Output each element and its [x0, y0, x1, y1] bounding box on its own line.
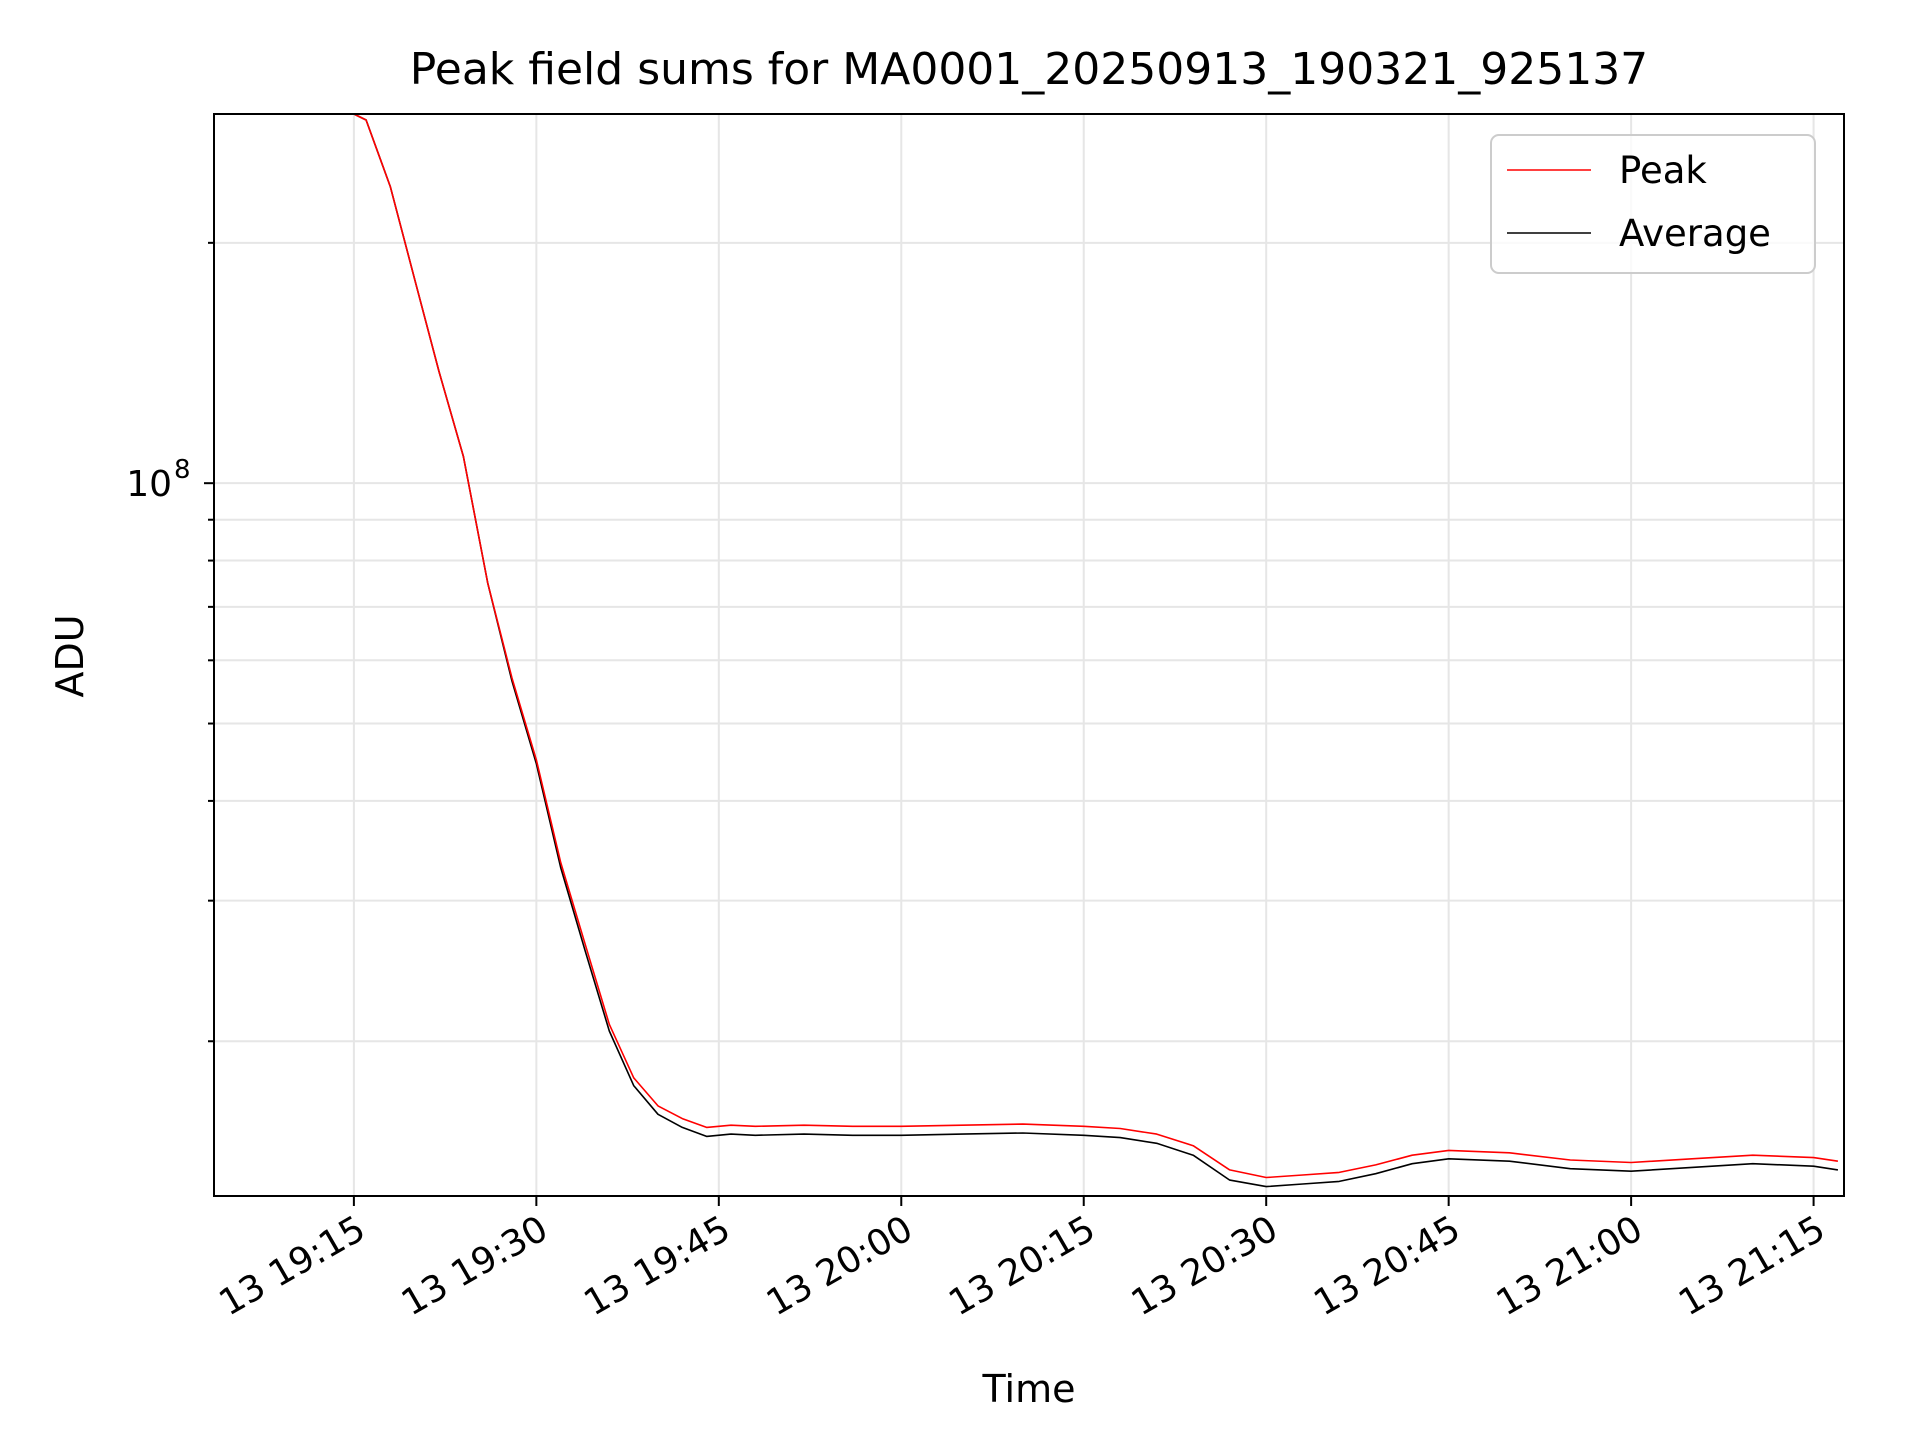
legend-item: Peak	[1507, 149, 1707, 192]
grid-layer	[214, 114, 1844, 1196]
legend-label: Peak	[1619, 149, 1707, 192]
series-line-peak	[353, 113, 1839, 1179]
plot-frame	[213, 113, 1845, 1197]
legend: Peak Average	[1490, 134, 1816, 274]
chart-title: Peak field sums for MA0001_20250913_1903…	[410, 44, 1648, 95]
series-layer	[353, 113, 1839, 1188]
legend-label: Average	[1619, 212, 1771, 255]
x-axis-label: Time	[982, 1367, 1076, 1411]
y-tick-label-exponent: 8	[174, 455, 191, 485]
legend-item: Average	[1507, 212, 1771, 255]
y-tick-label-base: 10	[126, 464, 172, 505]
y-tick-label: 10 8	[126, 455, 190, 505]
series-peak	[353, 113, 1839, 1179]
y-axis-label: ADU	[48, 614, 92, 697]
